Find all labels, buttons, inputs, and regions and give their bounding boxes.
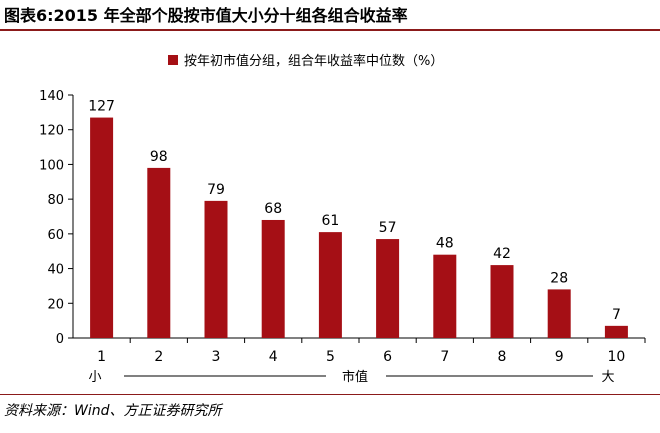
data-label: 42 — [493, 246, 511, 262]
bar-group-2 — [147, 167, 171, 338]
title-rule — [0, 29, 660, 31]
bar-group-5 — [318, 232, 342, 338]
market-cap-annotation: 小 市值 大 — [88, 369, 614, 385]
x-tick-label: 4 — [269, 349, 278, 365]
data-label: 28 — [550, 270, 568, 286]
data-label: 7 — [612, 307, 621, 323]
y-tick-label: 0 — [56, 332, 64, 347]
y-tick-label: 80 — [47, 193, 64, 208]
legend-swatch — [168, 55, 178, 65]
y-tick-label: 140 — [39, 89, 64, 104]
x-tick-label: 1 — [97, 349, 106, 365]
bar-group-7 — [433, 254, 457, 338]
y-tick-label: 100 — [39, 158, 64, 173]
source-note: 资料来源：Wind、方正证券研究所 — [4, 403, 222, 419]
source-rule — [0, 394, 660, 395]
annotation-market-cap: 市值 — [342, 369, 368, 385]
x-tick-label: 7 — [440, 349, 449, 365]
legend-label: 按年初市值分组，组合年收益率中位数（%） — [184, 53, 443, 69]
bar-group-9 — [547, 289, 571, 338]
data-label: 79 — [207, 182, 225, 198]
chart-title: 图表6:2015 年全部个股按市值大小分十组各组合收益率 — [4, 6, 408, 25]
bar-group-3 — [204, 200, 228, 338]
x-tick-label: 2 — [154, 349, 163, 365]
data-label: 127 — [88, 99, 115, 115]
x-tick-label: 8 — [498, 349, 507, 365]
y-tick-label: 60 — [47, 228, 64, 243]
x-tick-label: 10 — [607, 349, 625, 365]
x-tick-label: 6 — [383, 349, 392, 365]
bar-group-4 — [261, 219, 285, 338]
bar-group-8 — [490, 265, 514, 338]
annotation-large: 大 — [601, 370, 614, 385]
data-label: 68 — [264, 201, 282, 217]
data-label: 61 — [321, 213, 339, 229]
data-label: 98 — [150, 149, 168, 165]
y-tick-label: 20 — [47, 297, 64, 312]
y-tick-label: 40 — [47, 263, 64, 278]
x-tick-label: 9 — [555, 349, 564, 365]
bar-group-6 — [376, 239, 400, 338]
bar-group-1 — [90, 117, 114, 338]
annotation-small: 小 — [88, 370, 101, 385]
legend: 按年初市值分组，组合年收益率中位数（%） — [168, 53, 443, 69]
data-label: 57 — [379, 220, 397, 236]
x-tick-label: 5 — [326, 349, 335, 365]
x-tick-label: 3 — [212, 349, 221, 365]
bar-group-10 — [604, 325, 628, 338]
y-tick-label: 120 — [39, 124, 64, 139]
data-label: 48 — [436, 236, 454, 252]
